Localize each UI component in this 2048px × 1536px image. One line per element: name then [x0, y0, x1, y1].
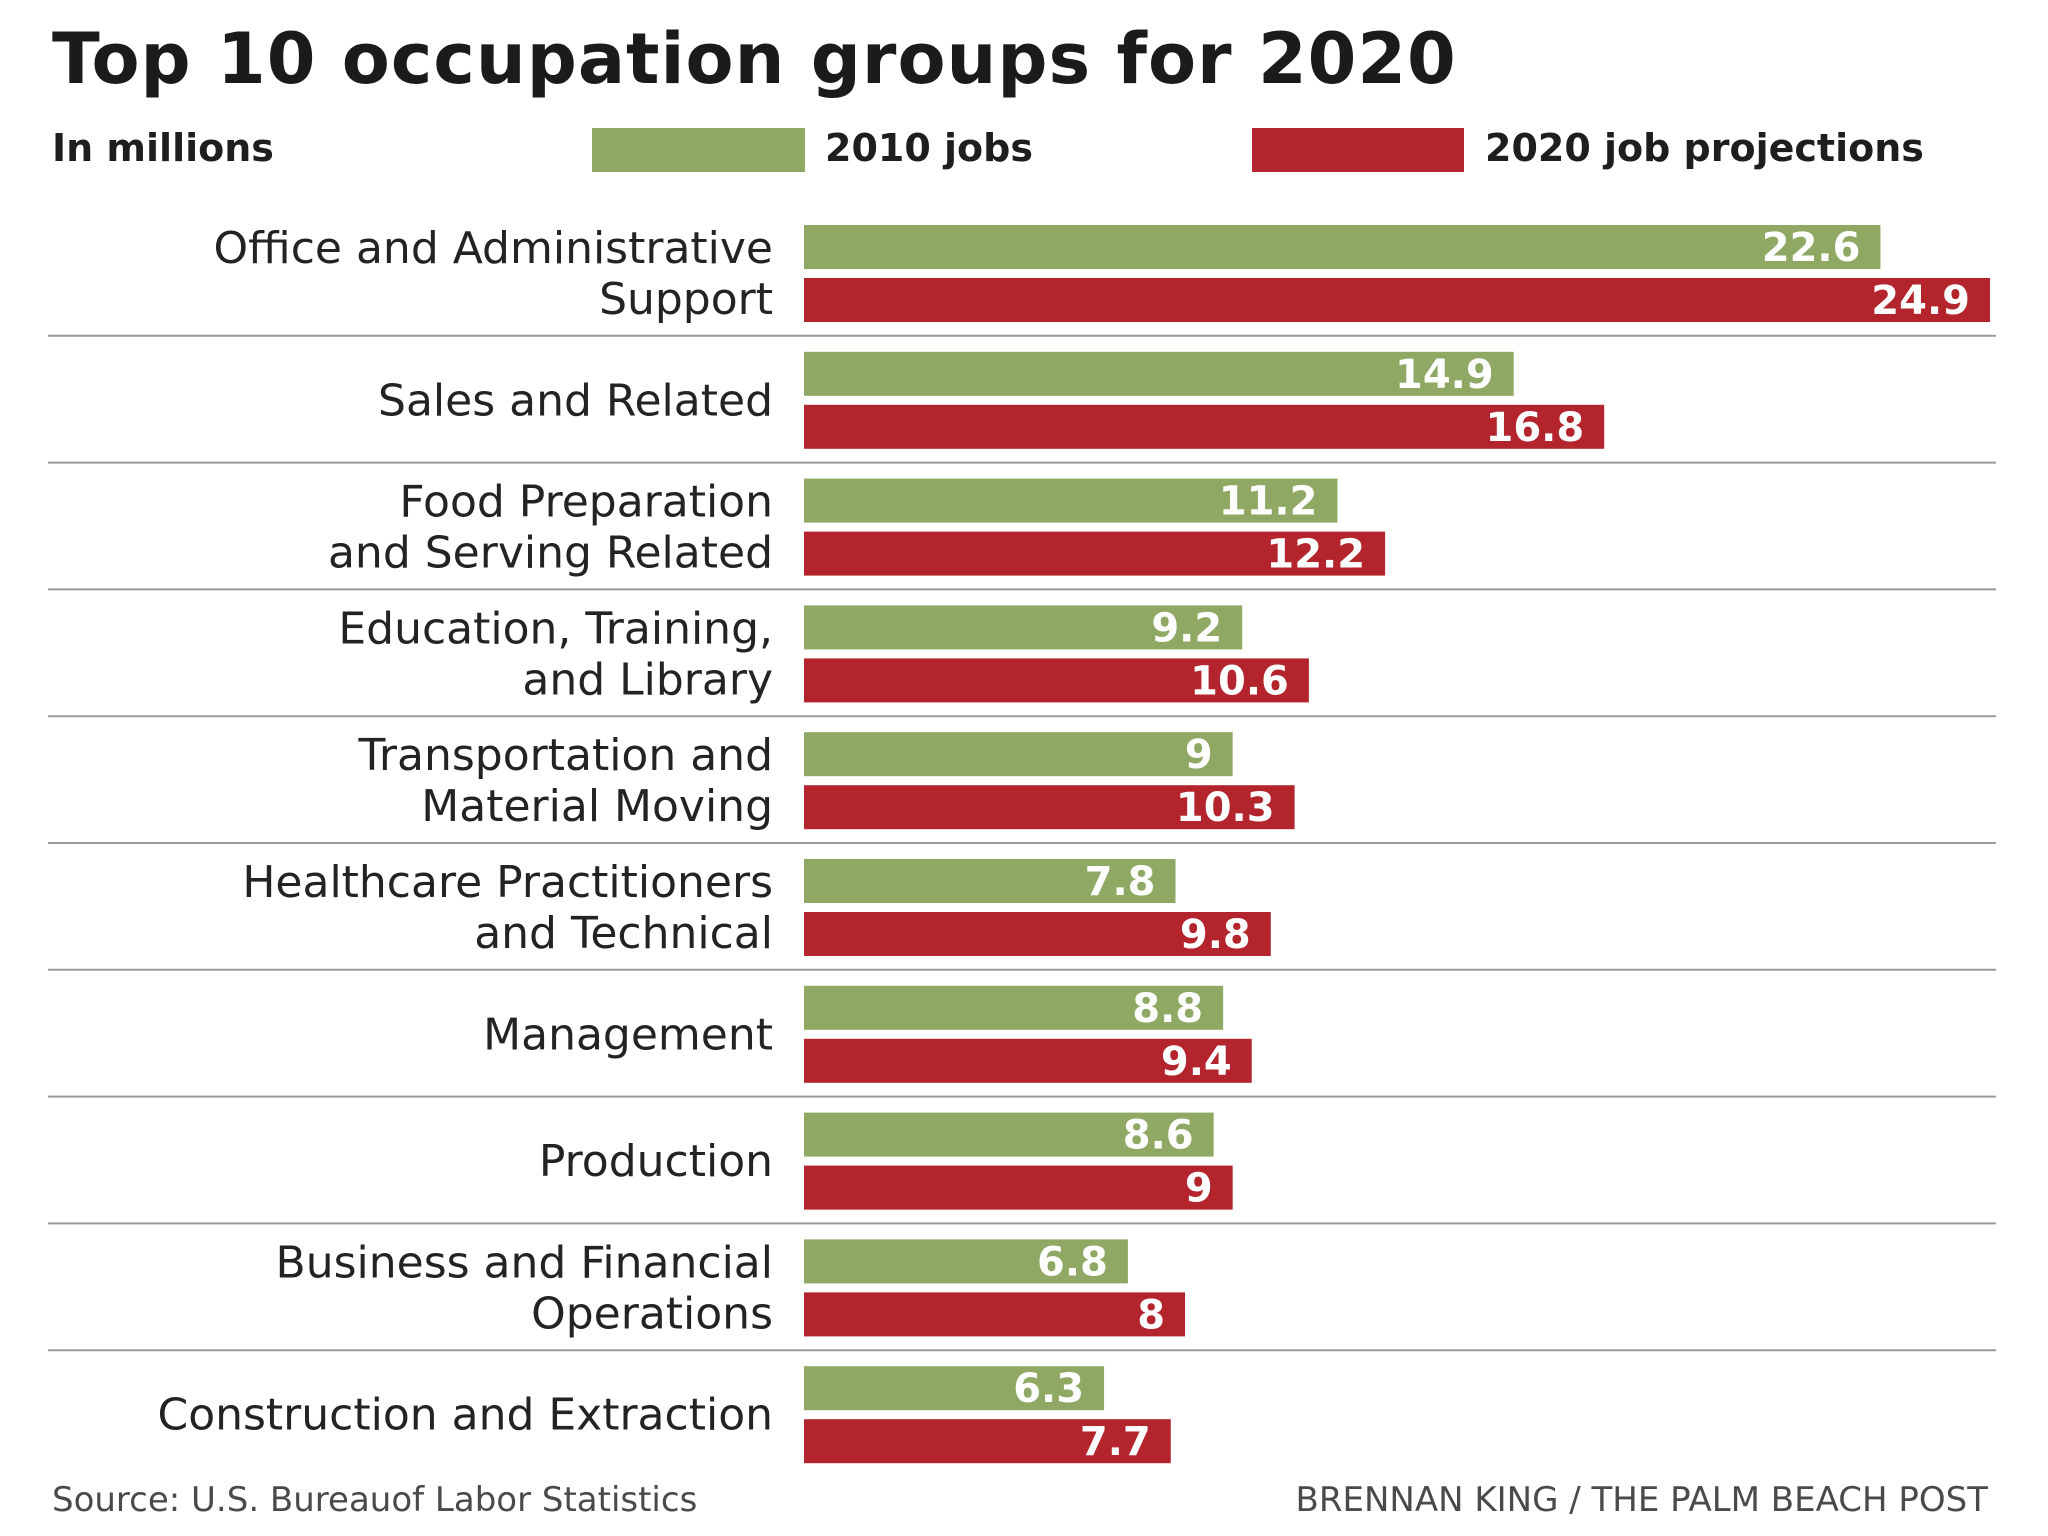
- bar-2010: [804, 478, 1338, 523]
- category-label: and Serving Related: [328, 528, 773, 579]
- category-label: Education, Training,: [338, 603, 773, 654]
- category-label: Construction and Extraction: [157, 1390, 773, 1441]
- bar-value-2020: 9.4: [1161, 1039, 1232, 1085]
- bar-value-2020: 9: [1185, 1166, 1213, 1212]
- bar-value-2010: 6.8: [1037, 1239, 1108, 1285]
- bar-2010: [804, 1366, 1105, 1411]
- bar-2020: [804, 658, 1309, 703]
- category-label: Office and Administrative: [214, 223, 773, 274]
- bar-value-2010: 14.9: [1395, 352, 1494, 398]
- legend-swatch-2020: [1252, 128, 1464, 172]
- category-label: Operations: [531, 1288, 773, 1339]
- category-label: and Technical: [474, 908, 773, 959]
- bar-2010: [804, 732, 1233, 777]
- bar-value-2010: 8.6: [1123, 1113, 1194, 1159]
- category-label: Healthcare Practitioners: [242, 857, 773, 908]
- bar-value-2020: 7.7: [1080, 1419, 1151, 1465]
- legend-label-2010: 2010 jobs: [825, 126, 1033, 170]
- bar-2020: [804, 785, 1295, 830]
- legend-label-2020: 2020 job projections: [1485, 126, 1924, 170]
- category-label: Sales and Related: [378, 375, 773, 426]
- bar-2010: [804, 985, 1224, 1030]
- bar-value-2020: 12.2: [1266, 532, 1365, 578]
- category-label: Food Preparation: [399, 477, 773, 528]
- bar-value-2020: 9.8: [1180, 912, 1251, 958]
- bar-2010: [804, 605, 1243, 650]
- category-label: Business and Financial: [276, 1237, 773, 1288]
- bar-value-2010: 22.6: [1762, 225, 1861, 271]
- bar-value-2020: 8: [1137, 1292, 1165, 1338]
- bar-value-2020: 10.6: [1190, 658, 1289, 704]
- bar-value-2010: 9.2: [1151, 605, 1222, 651]
- bar-value-2010: 9: [1185, 732, 1213, 778]
- category-label: Production: [539, 1136, 773, 1187]
- units-label: In millions: [52, 126, 274, 170]
- bar-value-2020: 16.8: [1485, 405, 1584, 451]
- source-note: Source: U.S. Bureauof Labor Statistics: [52, 1480, 698, 1520]
- bar-2020: [804, 912, 1271, 956]
- chart-title: Top 10 occupation groups for 2020: [52, 18, 1457, 100]
- bar-2020: [804, 278, 1990, 322]
- category-label: Management: [483, 1009, 773, 1060]
- bar-2020: [804, 1165, 1233, 1210]
- legend-swatch-2010: [592, 128, 805, 172]
- category-label: Support: [599, 274, 773, 325]
- bar-2010: [804, 225, 1881, 269]
- category-label: and Library: [522, 654, 773, 705]
- bar-2020: [804, 404, 1605, 449]
- bar-value-2010: 6.3: [1013, 1366, 1084, 1412]
- bar-value-2020: 24.9: [1871, 278, 1970, 324]
- bar-2020: [804, 531, 1386, 576]
- category-label: Material Moving: [421, 781, 773, 832]
- bar-2010: [804, 1112, 1214, 1157]
- credit-note: BRENNAN KING / THE PALM BEACH POST: [1295, 1480, 1988, 1520]
- category-label: Transportation and: [358, 730, 773, 781]
- bar-value-2010: 7.8: [1085, 859, 1156, 905]
- bar-value-2020: 10.3: [1176, 785, 1275, 831]
- bar-value-2010: 8.8: [1132, 986, 1203, 1032]
- bar-2020: [804, 1038, 1252, 1083]
- bar-2010: [804, 1239, 1128, 1284]
- bar-2010: [804, 859, 1176, 903]
- bar-2010: [804, 351, 1514, 396]
- bar-2020: [804, 1419, 1171, 1464]
- bar-2020: [804, 1292, 1186, 1337]
- bar-value-2010: 11.2: [1219, 479, 1318, 525]
